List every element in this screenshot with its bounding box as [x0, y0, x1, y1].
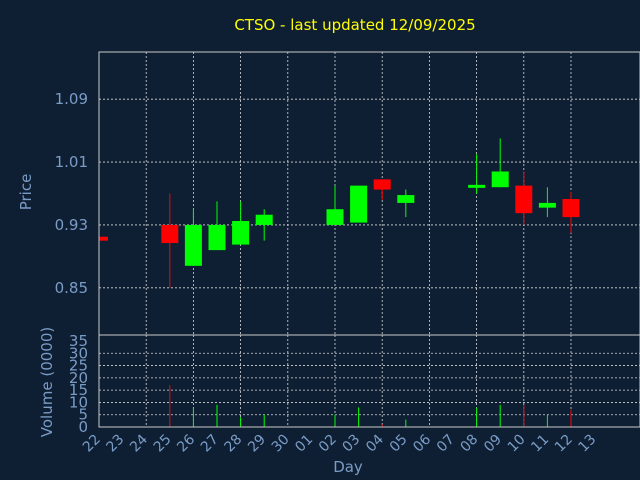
x-axis-label: Day: [333, 458, 363, 476]
x-tick-label: 07: [434, 432, 458, 456]
volume-axis-label: Volume (0000): [38, 327, 56, 437]
volume-tick-label: 20: [69, 369, 88, 387]
price-grid: [99, 52, 640, 335]
chart-title: CTSO - last updated 12/09/2025: [234, 16, 475, 34]
candle-body: [161, 224, 179, 244]
candle-body: [255, 214, 273, 225]
x-tick-label: 28: [222, 432, 246, 456]
x-tick-label: 06: [410, 431, 434, 455]
volume-tick-label: 25: [69, 357, 88, 375]
x-tick-label: 13: [576, 432, 600, 456]
x-tick-label: 01: [292, 432, 316, 456]
price-panel: 0.85 0.93 1.01 1.09: [55, 51, 640, 336]
candle-body: [491, 171, 509, 188]
x-tick-label: 02: [316, 432, 340, 456]
candle-body: [397, 195, 415, 203]
volume-frame: [98, 334, 640, 428]
price-tick-label: 0.93: [55, 216, 88, 234]
candle-body: [208, 224, 226, 251]
candle-body: [232, 221, 250, 245]
x-tick-label: 09: [481, 432, 505, 456]
x-tick-label: 03: [340, 432, 364, 456]
x-tick-label: 11: [528, 432, 552, 456]
volume-bars: [169, 385, 572, 427]
x-ticks: 22 23 24 25 26 27 28 29 30 01 02 03 04 05 06 07 08 09 10 11…: [80, 431, 600, 455]
x-tick-label: 25: [151, 432, 175, 456]
price-y-ticks: 0.85 0.93 1.01 1.09: [55, 90, 88, 297]
volume-tick-label: 5: [78, 406, 88, 424]
volume-tick-label: 15: [69, 381, 88, 399]
candle-body: [515, 185, 533, 214]
volume-tick-label: 0: [78, 418, 88, 436]
x-tick-label: 29: [245, 432, 269, 456]
candles: [98, 138, 580, 288]
x-tick-label: 04: [363, 431, 387, 455]
price-tick-label: 1.09: [55, 90, 88, 108]
x-tick-label: 24: [127, 431, 151, 455]
x-tick-label: 26: [174, 431, 198, 455]
price-frame: [98, 51, 640, 336]
volume-tick-label: 35: [69, 332, 88, 350]
candle-body: [468, 184, 486, 188]
x-tick-label: 05: [387, 432, 411, 456]
x-tick-label: 27: [198, 432, 222, 456]
candle-body: [373, 179, 391, 190]
volume-grid: [99, 335, 640, 427]
price-tick-label: 1.01: [55, 153, 88, 171]
candle-body: [184, 224, 202, 266]
candle-body: [562, 199, 580, 218]
candle-body: [326, 209, 344, 225]
price-tick-label: 0.85: [55, 279, 88, 297]
x-tick-label: 08: [458, 432, 482, 456]
candle-body: [350, 185, 368, 223]
x-tick-label: 30: [269, 432, 293, 456]
volume-tick-label: 30: [69, 344, 88, 362]
y-axis-label: Price: [17, 174, 35, 211]
candle-body: [538, 202, 556, 208]
x-tick-label: 10: [505, 432, 529, 456]
x-tick-label: 12: [552, 432, 576, 456]
candle-body: [99, 236, 108, 241]
x-tick-label: 23: [104, 432, 128, 456]
volume-tick-label: 10: [69, 393, 88, 411]
